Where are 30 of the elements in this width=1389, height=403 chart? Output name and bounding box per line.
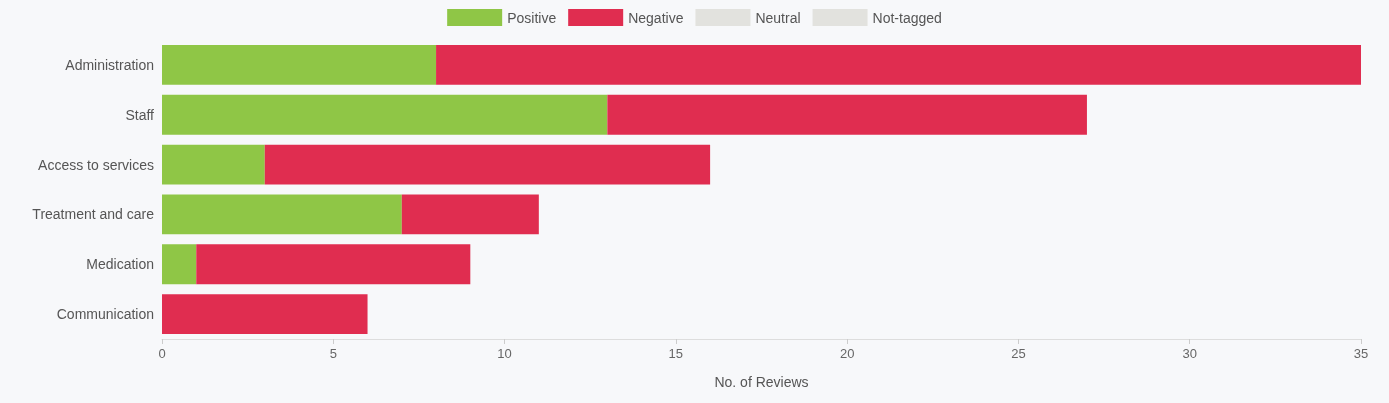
y-tick-label: Medication <box>86 256 154 273</box>
legend-label: Not-tagged <box>872 9 942 26</box>
x-tick-label: 25 <box>1011 346 1026 361</box>
bar <box>196 244 471 285</box>
x-tick-label: 20 <box>839 346 855 361</box>
x-tick-label: 5 <box>329 346 337 361</box>
x-tick-label: 0 <box>158 346 166 361</box>
x-tick-label: 15 <box>668 346 684 361</box>
bar <box>607 94 1087 135</box>
x-tick-label: 30 <box>1182 346 1197 361</box>
bar <box>436 44 1361 85</box>
legend-label: Neutral <box>755 9 801 26</box>
bar <box>264 144 711 185</box>
bar <box>162 244 197 285</box>
bar <box>162 194 402 235</box>
bar <box>162 144 265 185</box>
y-tick-label: Access to services <box>38 156 154 173</box>
legend-label: Negative <box>628 9 684 26</box>
bar <box>162 94 608 135</box>
bar <box>401 194 539 235</box>
y-tick-label: Communication <box>56 306 154 323</box>
bar <box>162 294 368 335</box>
y-tick-label: Treatment and care <box>32 206 155 223</box>
x-tick-label: 10 <box>497 346 512 361</box>
bar <box>162 44 437 85</box>
x-tick-label: 35 <box>1353 346 1369 361</box>
y-tick-label: Staff <box>125 106 155 123</box>
x-axis-title: No. of Reviews <box>714 374 809 390</box>
legend-label: Positive <box>507 9 557 26</box>
y-tick-label: Administration <box>65 56 154 73</box>
